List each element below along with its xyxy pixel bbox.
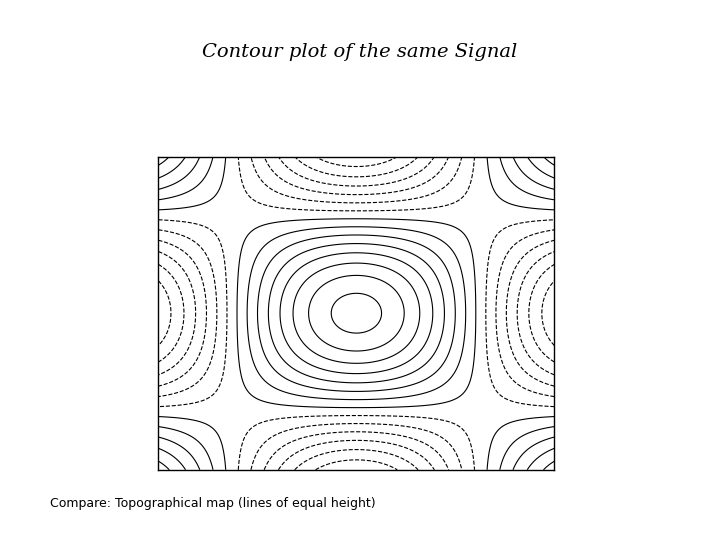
Text: Compare: Topographical map (lines of equal height): Compare: Topographical map (lines of equ… xyxy=(50,497,376,510)
Text: Contour plot of the same Signal: Contour plot of the same Signal xyxy=(202,43,518,61)
